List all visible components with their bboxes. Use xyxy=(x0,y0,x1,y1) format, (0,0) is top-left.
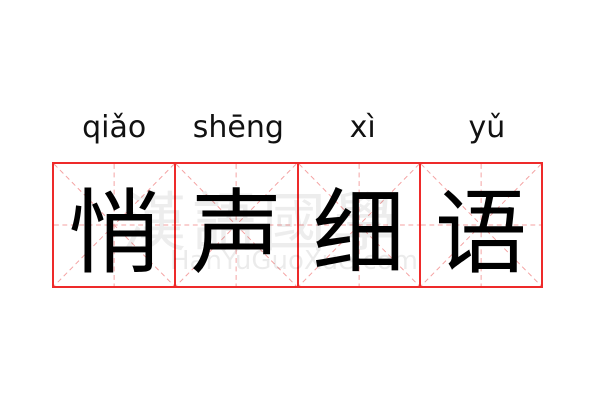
grid-guides xyxy=(420,164,541,286)
character-cell: 语 xyxy=(418,162,543,288)
character: 声 xyxy=(190,179,283,287)
character-cell: 声 xyxy=(174,162,299,288)
pinyin-1: qiǎo xyxy=(82,110,147,145)
character: 语 xyxy=(434,179,527,287)
grid-guides xyxy=(298,164,419,286)
pinyin-2: shēng xyxy=(192,110,284,145)
character: 细 xyxy=(312,179,405,287)
character-cell: 悄 xyxy=(52,162,177,288)
pinyin-row: qiǎo shēng xì yǔ xyxy=(52,108,549,148)
pinyin-3: xì xyxy=(349,110,376,145)
character-grid: 悄 声 细 语 xyxy=(52,162,549,288)
character: 悄 xyxy=(68,179,161,287)
grid-guides xyxy=(176,164,297,286)
grid-guides xyxy=(54,164,175,286)
pinyin-4: yǔ xyxy=(468,110,506,145)
character-cell: 细 xyxy=(296,162,421,288)
